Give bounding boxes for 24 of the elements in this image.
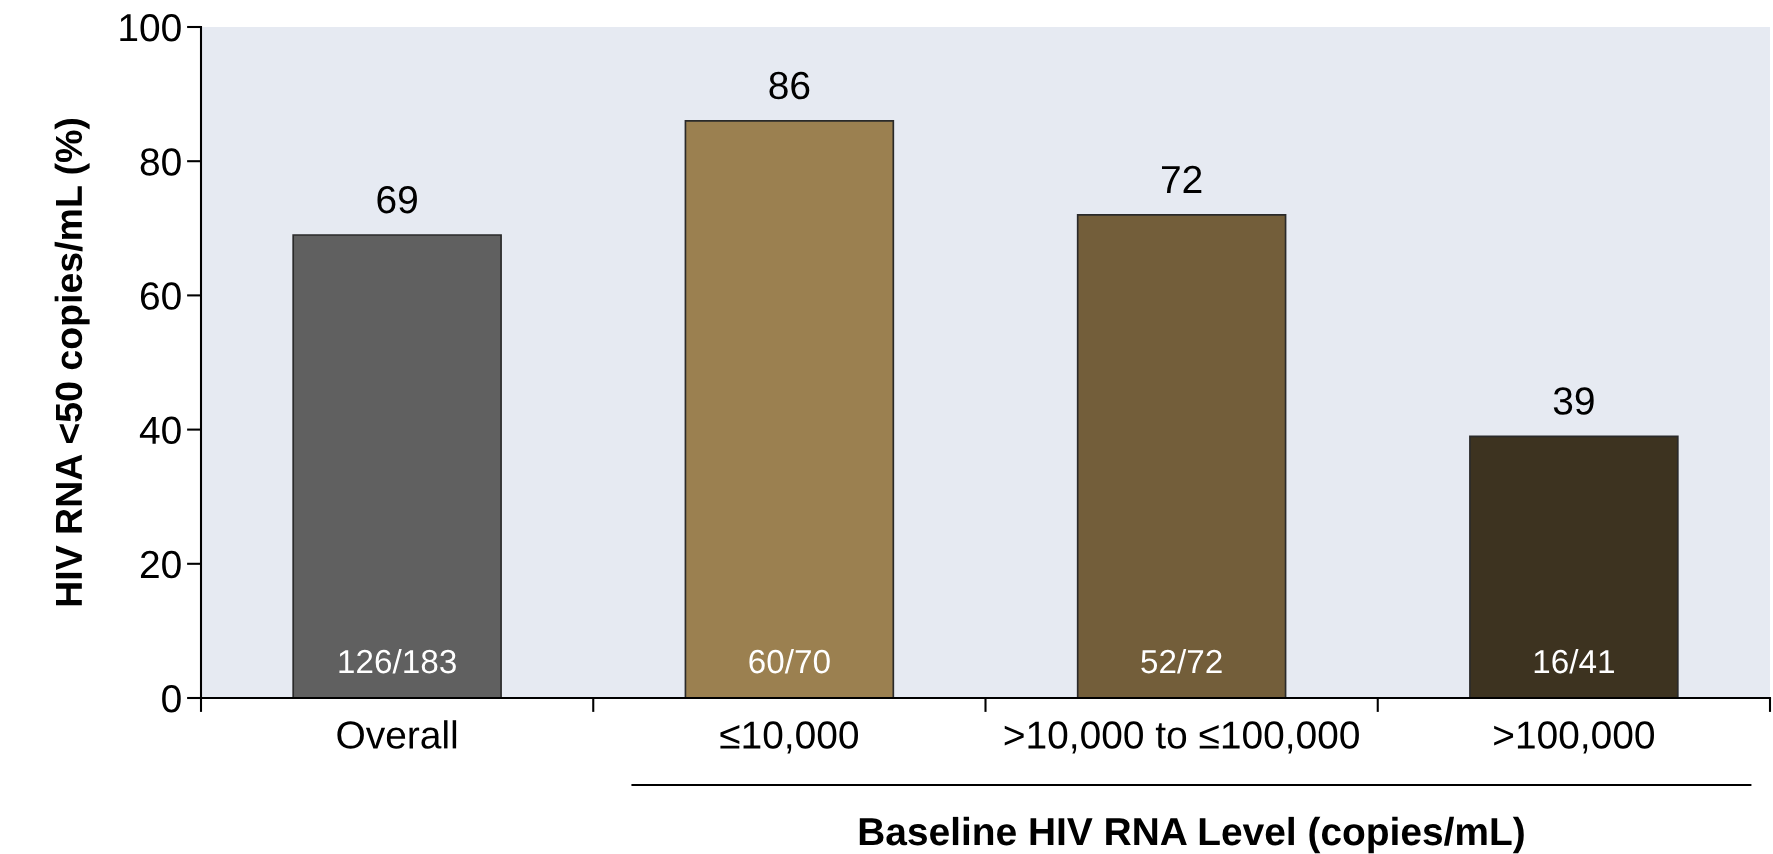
y-tick-label: 0 — [162, 684, 181, 713]
x-axis-title: Baseline HIV RNA Level (copies/mL) — [859, 816, 1524, 854]
y-tick-label: 60 — [140, 282, 181, 310]
y-tick-label: 20 — [140, 550, 181, 579]
x-tick-label: >100,000 — [1494, 721, 1654, 754]
y-axis-title: HIV RNA <50 copies/mL (%) — [54, 118, 90, 606]
data-label: 72 — [1161, 165, 1202, 193]
x-tick-label: Overall — [337, 720, 457, 749]
bar — [1469, 435, 1679, 698]
x-tick-label: ≤10,000 — [720, 721, 858, 754]
x-tick-label: >10,000 to ≤100,000 — [1004, 721, 1359, 754]
annotation: 52/72 — [1141, 648, 1222, 674]
data-label: 86 — [769, 71, 810, 100]
annotation: 60/70 — [749, 648, 830, 674]
data-label: 39 — [1553, 387, 1594, 415]
annotation: 16/41 — [1534, 648, 1614, 674]
y-tick-label: 100 — [120, 13, 181, 42]
bar — [684, 120, 895, 698]
y-tick-label: 80 — [140, 148, 181, 176]
bar — [292, 234, 502, 698]
bar — [1076, 214, 1287, 698]
y-tick-label: 40 — [139, 416, 181, 445]
annotation: 126/183 — [339, 648, 456, 674]
data-label: 69 — [377, 185, 417, 214]
